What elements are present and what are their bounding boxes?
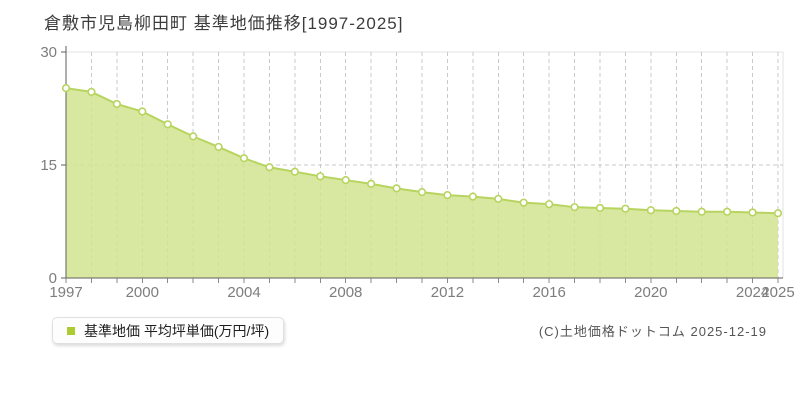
data-point-2022[interactable]	[697, 207, 706, 216]
data-point-1997[interactable]	[61, 84, 71, 93]
x-tick-label-2025: 2025	[761, 284, 794, 301]
x-tick-label-2000: 2000	[126, 284, 159, 301]
x-tick-label-2020: 2020	[634, 284, 667, 301]
page-title: 倉敷市児島柳田町 基準地価推移[1997-2025]	[44, 14, 404, 33]
legend-label: 基準地価 平均坪単価(万円/坪)	[84, 322, 270, 339]
price-trend-chart: 0 15 30 1997 2000 2004 2008 2012 2016 2020 2024202…	[40, 44, 794, 301]
data-point-2006[interactable]	[290, 167, 299, 176]
data-point-2011[interactable]	[417, 188, 427, 197]
copyright-text: (C)土地価格ドットコム 2025-12-19	[538, 324, 767, 339]
data-point-2017[interactable]	[570, 203, 579, 212]
data-point-2018[interactable]	[595, 203, 605, 213]
x-tick-label-2004: 2004	[227, 284, 260, 301]
data-point-2010[interactable]	[392, 184, 401, 193]
data-point-2003[interactable]	[214, 142, 223, 152]
data-point-2021[interactable]	[672, 206, 681, 216]
data-point-1998[interactable]	[87, 87, 96, 97]
legend: 基準地価 平均坪単価(万円/坪)	[52, 317, 285, 344]
data-point-2008[interactable]	[341, 175, 350, 185]
data-point-2015[interactable]	[519, 198, 528, 207]
y-tick-label-0: 0	[49, 270, 57, 287]
x-tick-label-2016: 2016	[532, 284, 565, 301]
data-point-2020[interactable]	[646, 206, 655, 215]
data-point-2024[interactable]	[748, 208, 757, 217]
x-tick-label-2008: 2008	[329, 284, 362, 301]
x-tick-label-1997: 1997	[49, 284, 82, 301]
data-point-2005[interactable]	[265, 163, 274, 172]
data-point-1999[interactable]	[112, 99, 121, 109]
series-area	[66, 88, 778, 278]
data-point-2004[interactable]	[239, 154, 249, 163]
y-tick-label-30: 30	[40, 44, 57, 61]
data-point-2013[interactable]	[468, 192, 477, 201]
data-point-2012[interactable]	[443, 191, 452, 200]
y-tick-label-15: 15	[40, 157, 57, 174]
data-point-2007[interactable]	[316, 172, 325, 181]
data-point-2023[interactable]	[723, 207, 732, 216]
data-point-2016[interactable]	[545, 200, 554, 209]
legend-swatch-icon	[67, 326, 75, 335]
data-point-2014[interactable]	[494, 194, 503, 203]
data-point-2000[interactable]	[138, 107, 147, 116]
x-tick-label-2024: 2024	[736, 284, 769, 301]
data-point-2009[interactable]	[367, 179, 376, 188]
data-point-2001[interactable]	[163, 120, 172, 129]
data-point-2002[interactable]	[189, 132, 198, 141]
x-tick-label-2012: 2012	[431, 284, 464, 301]
data-point-2019[interactable]	[621, 204, 630, 213]
data-point-2025[interactable]	[773, 209, 783, 218]
